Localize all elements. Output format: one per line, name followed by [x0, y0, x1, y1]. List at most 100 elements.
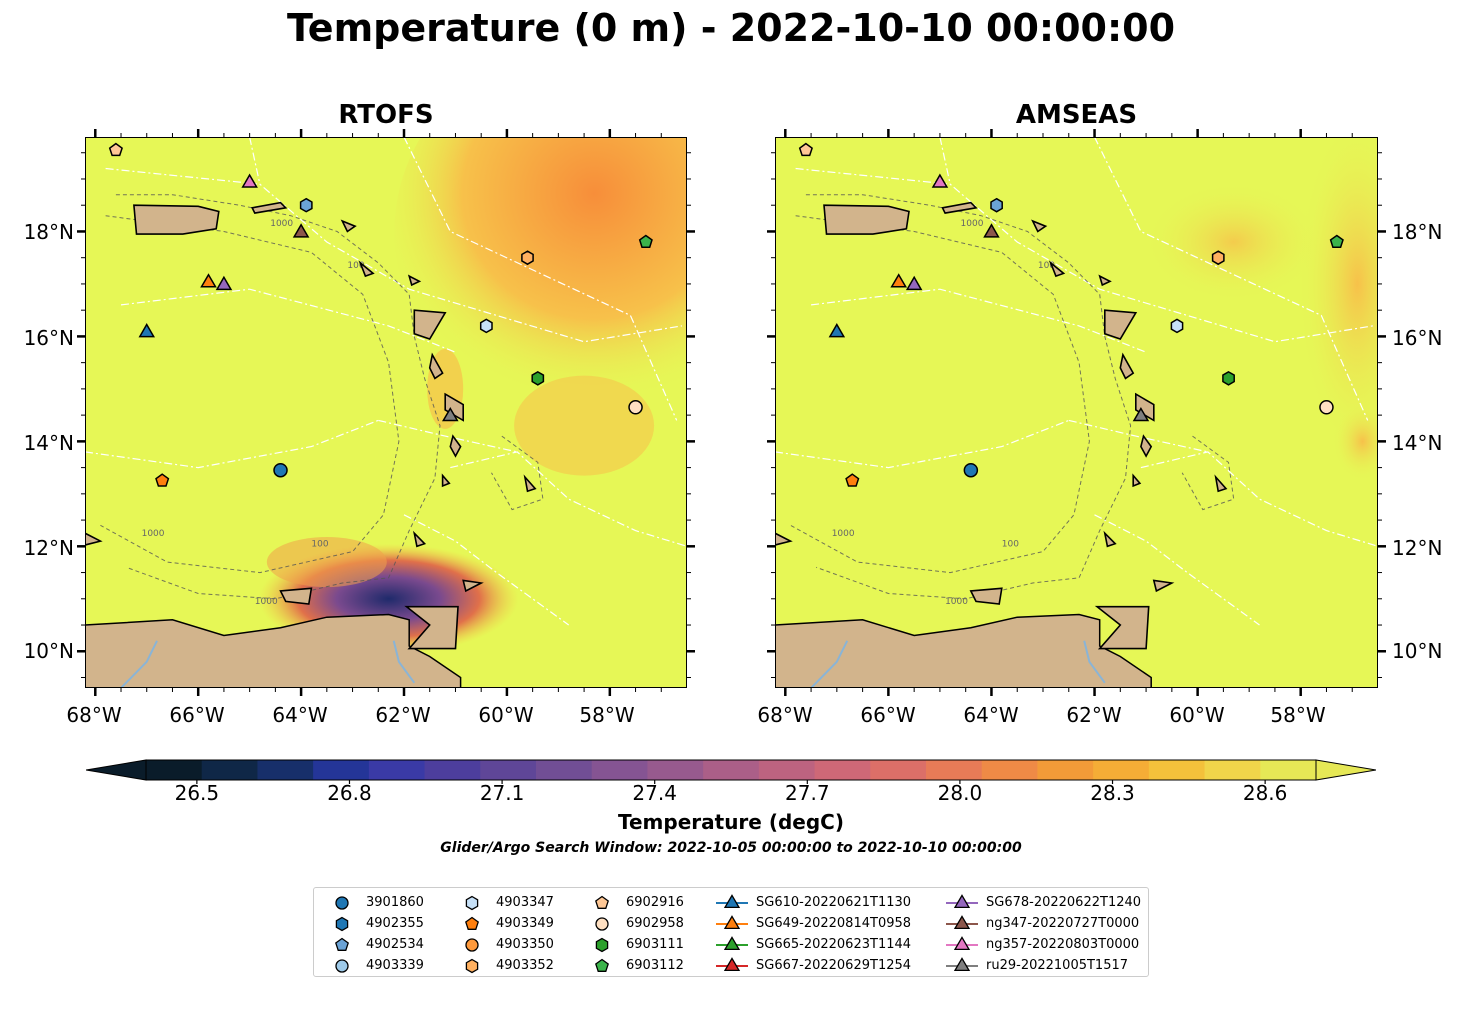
island-margarita — [279, 587, 313, 605]
eez-boundary-line — [105, 167, 682, 343]
lon-label-64w-left: 64°W — [272, 703, 328, 727]
island-virgin-islands — [941, 201, 978, 214]
legend-label: SG610-20220621T1130 — [756, 895, 912, 910]
eez-boundary-line — [1094, 514, 1260, 626]
platform-SG610 — [138, 322, 156, 338]
platform-6902916 — [108, 142, 123, 157]
platform-6902958 — [1319, 400, 1334, 415]
island-martinique — [444, 392, 465, 422]
platform-4903347 — [479, 318, 493, 334]
legend-label: 4903347 — [496, 895, 554, 910]
colorbar-extend-max — [1315, 759, 1376, 781]
legend-label: 3901860 — [366, 895, 424, 910]
eez-boundary-line — [403, 514, 570, 626]
platform-3901860 — [963, 462, 979, 478]
legend-label: 6903112 — [626, 958, 684, 973]
bathymetry-contour — [491, 435, 544, 511]
island-anguilla-stmartin — [340, 219, 357, 233]
bathymetry-contour — [100, 215, 400, 574]
river — [120, 640, 158, 688]
colorbar-tick-label: 27.7 — [785, 781, 830, 805]
island-margarita — [969, 587, 1003, 605]
legend-marker-hexagon — [465, 958, 479, 974]
bathymetry-label: 100 — [1038, 261, 1055, 271]
island-puerto-rico — [133, 204, 220, 235]
island-guadeloupe — [1103, 309, 1138, 340]
panel-title-rtofs: RTOFS — [338, 100, 434, 130]
plume-filament-north — [266, 537, 387, 588]
legend-label: 4903352 — [496, 958, 554, 973]
lat-label-14n-right: 14°N — [1392, 431, 1443, 455]
legend-marker-pentagon — [595, 958, 609, 972]
island-grenada — [1103, 530, 1117, 548]
bathymetry-contour — [1181, 435, 1235, 511]
platform-ng357 — [241, 173, 258, 188]
colorbar-segment — [591, 760, 648, 780]
legend-label: ng347-20220727T0000 — [986, 916, 1140, 931]
legend-marker-triangle-line — [716, 957, 748, 972]
island-dominica — [1119, 352, 1135, 380]
colorbar-tick-label: 28.6 — [1242, 781, 1288, 805]
legend-label: 6902958 — [626, 916, 684, 931]
eez-boundary-line — [811, 288, 1147, 353]
figure-title: Temperature (0 m) - 2022-10-10 00:00:00 — [286, 6, 1176, 50]
bathymetry-contour — [790, 215, 1090, 574]
legend-marker-triangle-line — [946, 915, 978, 930]
legend-label: SG649-20220814T0958 — [756, 916, 912, 931]
warm-anomaly-east — [394, 137, 687, 422]
eez-boundary-line — [795, 167, 1373, 343]
bathymetry-label: 100 — [1002, 539, 1019, 549]
colorbar-tick-label: 27.4 — [632, 781, 677, 805]
colorbar-segment — [201, 760, 258, 780]
lon-label-68w-right: 68°W — [757, 703, 813, 727]
platform-4903349 — [155, 473, 170, 487]
platform-4903347 — [1170, 318, 1184, 334]
lon-label-66w-right: 66°W — [860, 703, 916, 727]
platform-3901860 — [273, 462, 288, 478]
bathymetry-label: 1000 — [142, 529, 165, 539]
legend-marker-triangle-line — [946, 957, 978, 972]
legend-label: SG678-20220622T1240 — [986, 895, 1142, 910]
legend-marker-circle — [595, 917, 609, 931]
island-martinique — [1134, 392, 1155, 422]
island-guadeloupe — [413, 309, 447, 340]
colorbar-extend-min — [86, 759, 147, 781]
colorbar-segment — [146, 760, 203, 780]
legend-label: 4903350 — [496, 937, 554, 952]
colorbar-segment — [703, 760, 760, 780]
legend-label: 4903339 — [366, 958, 424, 973]
legend-marker-triangle-line — [716, 894, 748, 909]
bathymetry-label: 1000 — [945, 597, 968, 607]
legend-marker-triangle-line — [716, 936, 748, 951]
eez-boundary-line — [775, 419, 1070, 469]
colorbar-label: Temperature (degC) — [618, 810, 844, 834]
lat-label-18n-right: 18°N — [1392, 220, 1443, 244]
island-virgin-islands — [251, 201, 288, 214]
river — [1083, 640, 1106, 684]
lon-label-60w-left: 60°W — [478, 703, 534, 727]
colorbar-segment — [814, 760, 871, 780]
search-window-caption: Glider/Argo Search Window: 2022-10-05 00… — [440, 840, 1022, 856]
platform-ng347 — [983, 223, 1000, 238]
island-anguilla-stmartin — [1031, 219, 1048, 233]
platform-6902916 — [798, 142, 813, 157]
legend-label: 4902534 — [366, 937, 424, 952]
legend-marker-hexagon — [335, 916, 349, 932]
lat-label-14n-left: 14°N — [23, 431, 74, 455]
platform-SG649 — [890, 273, 908, 288]
eez-boundary-line — [378, 419, 518, 453]
island-dominica — [428, 352, 444, 380]
platform-6903112 — [1329, 234, 1344, 248]
map-frame — [85, 137, 687, 688]
lon-label-58w-right: 58°W — [1270, 703, 1326, 727]
colorbar-segment — [536, 760, 593, 780]
island-st-kitts — [358, 260, 375, 278]
platform-6902958 — [628, 400, 643, 415]
platform-6903111 — [531, 371, 545, 386]
warm-patch-southeast — [1332, 401, 1378, 482]
bathymetry-label: 1000 — [255, 597, 278, 607]
legend-marker-triangle-line — [716, 915, 748, 930]
bathymetry-label: 1000 — [832, 529, 855, 539]
legend-label: SG667-20220629T1254 — [756, 958, 912, 973]
legend: 3901860 4902355 4902534 4903339 4903347 49033… — [313, 887, 1149, 977]
